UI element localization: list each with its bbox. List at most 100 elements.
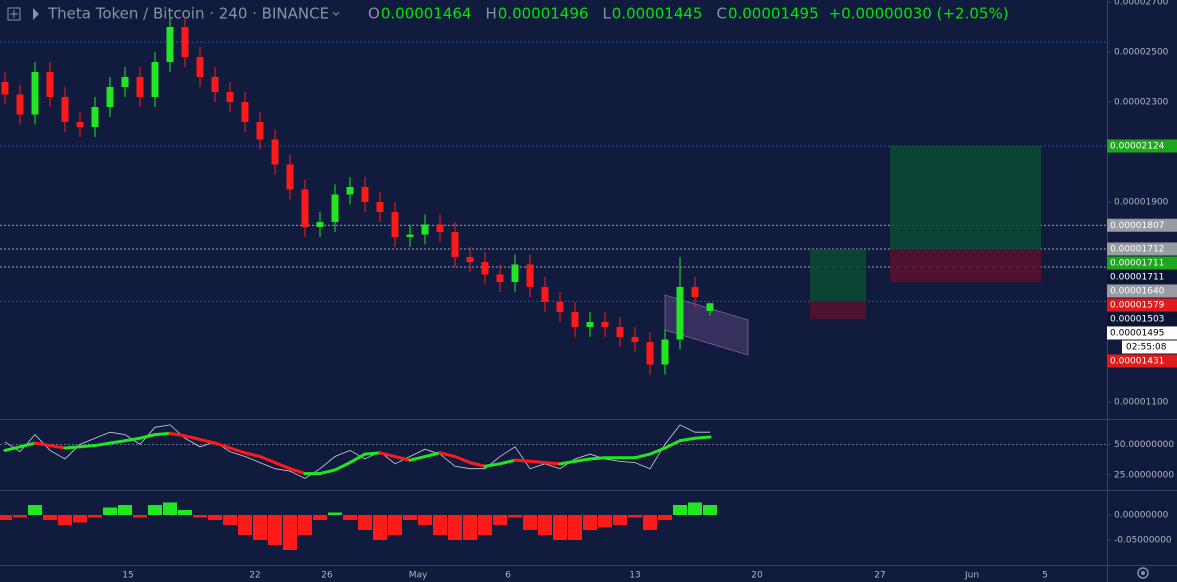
candle-body [376, 202, 384, 212]
histogram-bar [553, 515, 567, 540]
price-label-bg [1107, 270, 1177, 284]
candle-body [46, 72, 54, 97]
candle-body [181, 27, 189, 57]
candle-body [136, 77, 144, 97]
ohlc-label: C [716, 5, 726, 23]
ma-segment [273, 461, 292, 471]
position-profit [810, 249, 866, 302]
histogram-bar [658, 515, 672, 520]
ma-segment [378, 451, 397, 459]
ma-segment [513, 458, 532, 463]
candle-body [676, 287, 684, 340]
ma-segment [633, 452, 652, 460]
ma-segment [123, 436, 142, 443]
price-label: 0.00001579 [1110, 301, 1165, 311]
candle-body [601, 322, 609, 327]
ma-segment [483, 462, 502, 468]
y-tick-label: 0.00002300 [1114, 98, 1169, 108]
candle-body [571, 312, 579, 327]
price-label: 0.00001503 [1110, 315, 1164, 325]
ohlc-label: O [368, 5, 380, 23]
ma-segment [453, 455, 472, 465]
histogram-bar [463, 515, 477, 540]
candle-body [616, 327, 624, 337]
candle-body [481, 262, 489, 275]
ma-segment [393, 455, 412, 462]
histogram-bar [403, 515, 417, 520]
toolbar-icon[interactable] [7, 7, 21, 21]
y-tick-label: 0.00001900 [1114, 198, 1169, 208]
ma-segment [423, 451, 442, 459]
candle-body [106, 87, 114, 107]
histogram-bar [628, 515, 642, 518]
candle-body [331, 194, 339, 222]
candle-body [196, 57, 204, 77]
candle-body [526, 264, 534, 287]
histogram-bar [508, 515, 522, 518]
candle-body [226, 92, 234, 102]
x-tick-label: May [409, 571, 428, 581]
ma-segment [348, 452, 367, 465]
ma-segment [663, 439, 682, 450]
y-tick-label: 50.00000000 [1114, 440, 1174, 450]
histogram-bar [613, 515, 627, 525]
ma-segment [333, 461, 352, 472]
candle-body [661, 339, 669, 365]
ma-segment [528, 459, 547, 465]
histogram-bar [388, 515, 402, 535]
histogram-bar [58, 515, 72, 525]
y-tick-label: 25.00000000 [1114, 470, 1174, 480]
ma-segment [258, 455, 277, 465]
ma-segment [3, 445, 22, 452]
ma-segment [168, 431, 187, 438]
candle-body [646, 342, 654, 365]
price-label-bg [1107, 139, 1177, 153]
chart-title[interactable]: Theta Token / Bitcoin · 240 · BINANCE [47, 5, 329, 23]
histogram-bar [253, 515, 267, 540]
candle-body [166, 27, 174, 62]
histogram-bar [568, 515, 582, 540]
histogram-bar [103, 507, 117, 515]
ma-segment [648, 446, 667, 456]
candle-body [121, 77, 129, 87]
candle-body [556, 302, 564, 312]
candle-body [301, 189, 309, 227]
dropdown-caret[interactable] [332, 11, 340, 16]
histogram-bar [0, 515, 12, 520]
histogram-bar [673, 505, 687, 515]
candle-body [391, 212, 399, 237]
settings-icon[interactable] [1137, 567, 1149, 579]
candle-body [16, 94, 24, 115]
price-label-bg [1107, 284, 1177, 298]
histogram-bar [523, 515, 537, 530]
x-tick-label: 22 [249, 571, 260, 581]
histogram-bar [283, 515, 297, 550]
position-loss [890, 249, 1041, 283]
histogram-bar [13, 515, 27, 518]
candle-body [691, 287, 699, 297]
ma-segment [363, 451, 382, 456]
ma-segment [198, 437, 217, 445]
y-tick-label: 0.00002500 [1114, 48, 1169, 58]
price-label: 0.00001807 [1110, 221, 1164, 231]
x-tick-label: 15 [122, 571, 133, 581]
histogram-bar [208, 515, 222, 520]
x-tick-label: 6 [505, 571, 511, 581]
ma-segment [318, 468, 337, 476]
histogram-bar [583, 515, 597, 530]
candle-body [271, 139, 279, 165]
ma-segment [243, 451, 262, 459]
x-tick-label: 20 [751, 571, 763, 581]
y-tick-label: -0.05000000 [1114, 536, 1172, 546]
candle-body [76, 122, 84, 127]
histogram-bar [448, 515, 462, 540]
price-label: 0.00001712 [1110, 245, 1164, 255]
histogram-bar [538, 515, 552, 535]
ma-segment [33, 441, 52, 448]
candle-body [511, 264, 519, 282]
price-label-bg [1107, 298, 1177, 312]
ohlc-label: H [485, 5, 496, 23]
